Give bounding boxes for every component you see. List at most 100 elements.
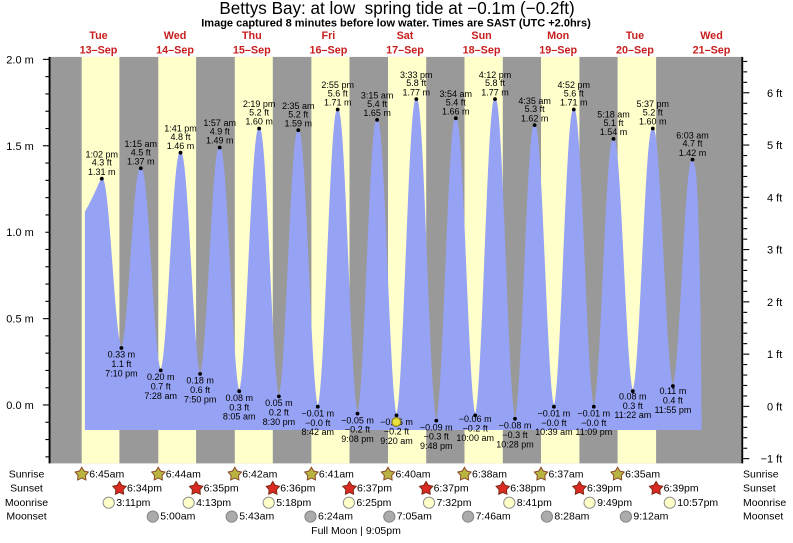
svg-text:11:22 am: 11:22 am [614,410,651,420]
svg-text:−0.08 m: −0.08 m [499,421,532,431]
svg-text:0.0 m: 0.0 m [6,400,34,412]
svg-text:4:35 am: 4:35 am [518,96,551,106]
svg-text:2.0 m: 2.0 m [6,54,34,66]
svg-text:1.60 m: 1.60 m [639,117,667,127]
svg-text:0.2 ft: 0.2 ft [269,408,290,418]
svg-text:7:05am: 7:05am [397,511,432,523]
svg-text:−0.06 m: −0.06 m [459,414,492,424]
svg-text:0.08 m: 0.08 m [619,391,647,401]
svg-text:6 ft: 6 ft [767,88,782,100]
svg-text:8:28am: 8:28am [554,511,589,523]
svg-text:9:08 pm: 9:08 pm [341,434,374,444]
svg-text:−0.05 m: −0.05 m [341,415,374,425]
svg-text:6:42am: 6:42am [242,468,277,480]
svg-text:4.3 ft: 4.3 ft [92,158,113,168]
svg-text:0.4 ft: 0.4 ft [663,396,684,406]
svg-text:5.2 ft: 5.2 ft [249,108,270,118]
svg-text:6:03 am: 6:03 am [676,130,709,140]
svg-text:Sunset: Sunset [743,483,776,495]
svg-text:21–Sep: 21–Sep [693,44,731,56]
svg-text:6:44am: 6:44am [166,468,201,480]
svg-text:5:18pm: 5:18pm [276,497,311,509]
svg-text:4.7 ft: 4.7 ft [682,139,703,149]
svg-text:6:35pm: 6:35pm [204,483,239,495]
svg-text:Mon: Mon [547,30,569,42]
svg-text:6:39pm: 6:39pm [664,483,699,495]
svg-text:7:28 am: 7:28 am [144,391,177,401]
svg-text:−0.01 m: −0.01 m [577,408,610,418]
svg-text:5:43am: 5:43am [239,511,274,523]
svg-text:1:15 am: 1:15 am [125,139,158,149]
svg-text:1.59 m: 1.59 m [285,118,313,128]
svg-text:3:33 pm: 3:33 pm [400,70,433,80]
svg-text:1.1 ft: 1.1 ft [111,359,132,369]
svg-text:Sunrise: Sunrise [9,468,45,480]
svg-text:1.77 m: 1.77 m [403,87,431,97]
svg-text:11:55 pm: 11:55 pm [654,405,691,415]
svg-text:4:12 pm: 4:12 pm [479,70,512,80]
svg-text:5 ft: 5 ft [767,140,782,152]
svg-text:6:37pm: 6:37pm [357,483,392,495]
svg-text:1.31 m: 1.31 m [88,167,116,177]
svg-text:1:02 pm: 1:02 pm [86,149,119,159]
svg-text:16–Sep: 16–Sep [309,44,347,56]
svg-text:1.77 m: 1.77 m [481,87,509,97]
svg-text:6:34pm: 6:34pm [127,483,162,495]
svg-text:6:25pm: 6:25pm [356,497,391,509]
svg-text:Moonset: Moonset [6,511,46,523]
svg-text:6:37am: 6:37am [549,468,584,480]
svg-text:8:05 am: 8:05 am [223,412,256,422]
svg-text:0.11 m: 0.11 m [659,386,686,396]
svg-text:6:38am: 6:38am [472,468,507,480]
svg-text:0.6 ft: 0.6 ft [190,385,211,395]
svg-text:Moonrise: Moonrise [5,497,48,509]
svg-text:1:41 pm: 1:41 pm [164,123,197,133]
svg-text:Sat: Sat [397,30,414,42]
svg-text:Sun: Sun [471,30,491,42]
svg-text:6:24am: 6:24am [318,511,353,523]
svg-text:1.65 m: 1.65 m [363,108,391,118]
svg-text:6:40am: 6:40am [396,468,431,480]
svg-text:0.7 ft: 0.7 ft [151,382,172,392]
svg-text:1.5 m: 1.5 m [6,141,34,153]
svg-text:7:50 pm: 7:50 pm [184,394,217,404]
svg-text:1.46 m: 1.46 m [167,141,195,151]
svg-text:5.3 ft: 5.3 ft [525,104,546,114]
svg-text:0 ft: 0 ft [767,401,782,413]
svg-text:Image captured 8 minutes befor: Image captured 8 minutes before low wate… [201,18,591,30]
svg-text:−0.0 ft: −0.0 ft [305,418,331,428]
svg-text:Moonrise: Moonrise [743,497,786,509]
svg-text:Sunrise: Sunrise [743,468,779,480]
svg-text:2 ft: 2 ft [767,297,782,309]
svg-text:Fri: Fri [322,30,336,42]
svg-text:4.5 ft: 4.5 ft [131,147,152,157]
svg-text:0.33 m: 0.33 m [108,350,136,360]
svg-text:9:48 pm: 9:48 pm [420,441,453,451]
svg-text:5.1 ft: 5.1 ft [603,118,624,128]
svg-text:1 ft: 1 ft [767,349,782,361]
svg-text:3:11pm: 3:11pm [116,497,150,509]
svg-text:9:49pm: 9:49pm [597,497,632,509]
svg-text:18–Sep: 18–Sep [463,44,501,56]
svg-text:0.20 m: 0.20 m [147,372,175,382]
svg-text:17–Sep: 17–Sep [386,44,424,56]
svg-text:1.71 m: 1.71 m [324,98,352,108]
svg-text:−0.2 ft: −0.2 ft [463,424,489,434]
svg-text:−0.3 ft: −0.3 ft [424,432,450,442]
svg-text:−0.2 ft: −0.2 ft [345,425,371,435]
svg-text:0.3 ft: 0.3 ft [229,402,250,412]
svg-text:7:32pm: 7:32pm [437,497,472,509]
svg-text:1.66 m: 1.66 m [442,106,470,116]
svg-text:Bettys Bay: at low spring tid: Bettys Bay: at low spring tide at −0.1m … [219,0,574,18]
svg-text:4:13pm: 4:13pm [196,497,231,509]
svg-text:5.4 ft: 5.4 ft [367,99,388,109]
svg-text:8:41pm: 8:41pm [517,497,552,509]
svg-text:6:41am: 6:41am [319,468,354,480]
svg-text:2:35 am: 2:35 am [282,101,315,111]
svg-text:13–Sep: 13–Sep [80,44,118,56]
svg-text:Moonset: Moonset [743,511,783,523]
svg-text:0.3 ft: 0.3 ft [623,401,644,411]
svg-text:6:36pm: 6:36pm [280,483,315,495]
svg-text:20–Sep: 20–Sep [616,44,654,56]
svg-text:11:09 pm: 11:09 pm [575,427,612,437]
